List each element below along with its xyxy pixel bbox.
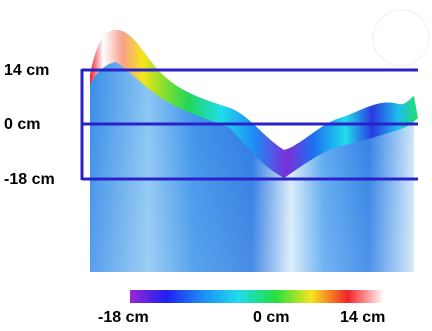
color-scale-bar [130, 290, 384, 303]
spray-highlight [90, 12, 126, 24]
spray-highlight-right [372, 9, 430, 67]
level-label-middle: 0 cm [4, 116, 41, 133]
scale-label-max: 14 cm [340, 309, 386, 326]
level-label-top: 14 cm [4, 62, 50, 79]
wave-surface [90, 30, 418, 178]
scale-label-min: -18 cm [98, 309, 149, 326]
level-label-bottom: -18 cm [4, 171, 55, 188]
scale-label-mid: 0 cm [253, 309, 290, 326]
